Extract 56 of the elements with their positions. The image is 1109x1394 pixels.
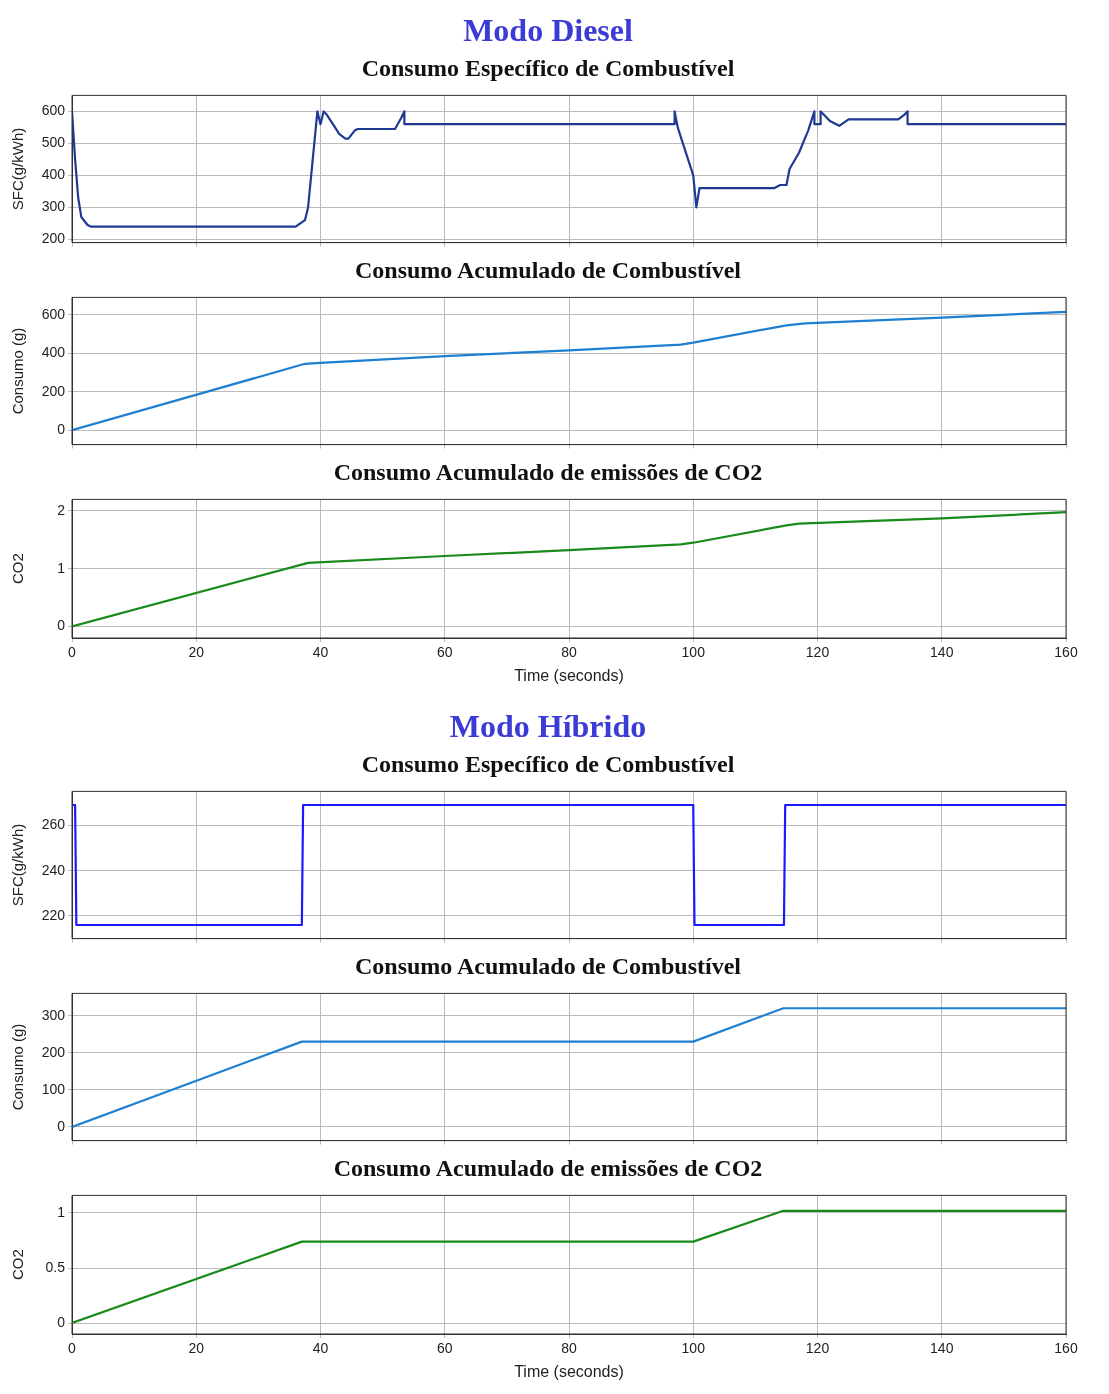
x-axis-title: Time (seconds) — [514, 666, 624, 684]
x-tick-label: 20 — [188, 1340, 205, 1357]
y-axis-title: Consumo (g) — [9, 327, 27, 415]
y-axis-title: SFC(g/kWh) — [9, 823, 27, 907]
y-tick-label: 400 — [41, 166, 66, 183]
y-tick-label: 200 — [41, 382, 66, 399]
x-tick-label: 160 — [1054, 644, 1078, 661]
y-tick-label: 1 — [57, 559, 66, 576]
x-tick-label: 100 — [681, 1340, 706, 1357]
y-tick-label: 0 — [57, 617, 66, 634]
chart-subtitle: Consumo Específico de Combustível — [360, 54, 736, 83]
chart-subtitle: Consumo Acumulado de emissões de CO2 — [332, 458, 764, 487]
chart-subtitle: Consumo Acumulado de Combustível — [353, 256, 743, 285]
x-tick-label: 60 — [436, 644, 453, 661]
y-tick-label: 0.5 — [45, 1258, 66, 1275]
y-tick-label: 400 — [41, 344, 66, 361]
x-tick-label: 20 — [188, 644, 205, 661]
x-tick-label: 0 — [68, 1340, 77, 1357]
y-tick-label: 600 — [41, 305, 66, 322]
y-tick-label: 500 — [41, 134, 66, 151]
y-tick-label: 0 — [57, 1117, 66, 1134]
y-axis-title: CO2 — [9, 1249, 27, 1281]
x-tick-label: 80 — [561, 1340, 577, 1357]
x-tick-label: 120 — [805, 644, 830, 661]
y-tick-label: 300 — [41, 1006, 66, 1023]
x-tick-label: 160 — [1054, 1340, 1078, 1357]
y-tick-label: 0 — [57, 1313, 66, 1330]
x-tick-label: 120 — [805, 1340, 830, 1357]
x-tick-label: 0 — [68, 644, 77, 661]
x-tick-label: 60 — [436, 1340, 453, 1357]
y-tick-label: 100 — [41, 1080, 66, 1097]
y-tick-label: 300 — [41, 198, 66, 215]
y-tick-label: 240 — [41, 861, 66, 878]
x-tick-label: 140 — [930, 1340, 954, 1357]
y-tick-label: 200 — [41, 230, 66, 247]
chart-subtitle: Consumo Específico de Combustível — [360, 750, 736, 779]
chart-title: Modo Híbrido — [448, 707, 648, 746]
x-tick-label: 40 — [312, 1340, 329, 1357]
x-tick-label: 80 — [561, 644, 577, 661]
y-tick-label: 200 — [41, 1043, 66, 1060]
chart-title: Modo Diesel — [462, 11, 634, 50]
x-axis-title: Time (seconds) — [514, 1362, 624, 1380]
y-axis-title: CO2 — [9, 553, 27, 585]
y-tick-label: 220 — [41, 906, 66, 923]
x-tick-label: 140 — [930, 644, 954, 661]
y-tick-label: 260 — [41, 816, 66, 833]
y-axis-title: SFC(g/kWh) — [9, 127, 27, 211]
x-tick-label: 40 — [312, 644, 329, 661]
chart-subtitle: Consumo Acumulado de emissões de CO2 — [332, 1154, 764, 1183]
y-tick-label: 0 — [57, 421, 66, 438]
y-tick-label: 2 — [57, 501, 66, 518]
y-axis-title: Consumo (g) — [9, 1023, 27, 1111]
y-tick-label: 1 — [57, 1203, 66, 1220]
chart-subtitle: Consumo Acumulado de Combustível — [353, 952, 743, 981]
y-tick-label: 600 — [41, 102, 66, 119]
x-tick-label: 100 — [681, 644, 706, 661]
